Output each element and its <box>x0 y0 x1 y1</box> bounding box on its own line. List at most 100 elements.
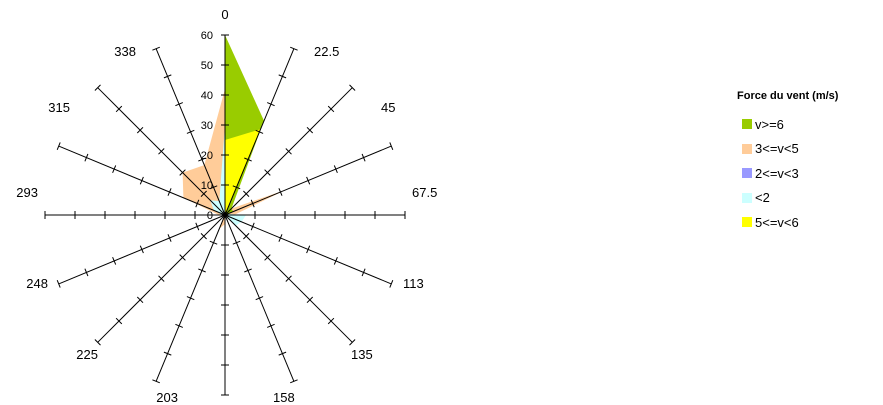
spoke-tick <box>195 222 200 231</box>
legend-item: v>=6 <box>742 112 883 137</box>
spoke-tick <box>267 102 275 107</box>
spoke-tick <box>306 126 314 134</box>
legend-label: 3<=v<5 <box>755 141 799 157</box>
spoke-tick <box>136 296 144 304</box>
spoke-tick <box>250 199 255 208</box>
spoke-tick <box>244 157 252 162</box>
direction-label: 203 <box>156 390 178 405</box>
spoke-tick <box>209 240 218 245</box>
direction-label: 293 <box>16 185 38 200</box>
spoke-tick <box>278 74 287 79</box>
spoke-tick <box>290 46 298 51</box>
spoke-tick <box>243 190 250 197</box>
direction-label: 315 <box>48 100 70 115</box>
spoke-tick <box>112 257 117 265</box>
spoke-tick <box>198 157 206 162</box>
spoke-tick <box>179 169 186 176</box>
spoke-tick <box>115 105 123 113</box>
spoke-tick <box>112 165 117 173</box>
spoke-tick <box>349 84 356 91</box>
spoke-tick <box>278 234 283 242</box>
spoke-tick <box>56 280 61 288</box>
spoke-tick <box>94 339 101 346</box>
spoke-tick <box>232 185 241 190</box>
spoke-tick <box>152 46 160 51</box>
legend-label: <2 <box>755 190 770 206</box>
legend-label: v>=6 <box>755 116 784 132</box>
legend-title: Force du vent (m/s) <box>737 90 839 102</box>
radial-tick-label: 30 <box>201 120 213 132</box>
spoke-tick <box>290 379 298 384</box>
spoke-tick <box>158 275 165 282</box>
spoke-tick <box>56 142 61 150</box>
legend-label: 5<=v<6 <box>755 214 799 230</box>
spoke-tick <box>195 199 200 208</box>
spoke-tick <box>167 234 172 242</box>
radial-tick-labels: 0 10 20 30 40 50 60 <box>201 30 213 222</box>
direction-label: 338 <box>114 44 136 59</box>
spoke-tick <box>198 268 206 273</box>
spoke-tick <box>84 268 89 277</box>
spoke-tick <box>200 190 207 197</box>
spoke-tick <box>285 148 292 155</box>
spoke-tick <box>389 280 394 288</box>
legend-item: 3<=v<5 <box>742 137 883 162</box>
spoke-tick <box>306 296 314 304</box>
direction-label: 135 <box>351 347 373 362</box>
legend-item: 5<=v<6 <box>742 210 883 235</box>
spoke-tick <box>139 176 144 185</box>
spoke-tick <box>152 379 160 384</box>
direction-label: 45 <box>381 100 395 115</box>
spoke-tick <box>267 323 275 328</box>
spoke-tick <box>232 240 241 245</box>
series-areas <box>182 35 286 229</box>
legend-swatch <box>742 168 752 179</box>
spoke-tick <box>250 222 255 231</box>
spokes <box>44 34 406 396</box>
spoke-tick <box>84 153 89 162</box>
spoke-tick <box>115 317 123 325</box>
series-area-<2 <box>210 125 246 226</box>
spoke-tick <box>333 165 338 173</box>
legend-swatch <box>742 217 752 228</box>
spoke-tick <box>285 275 292 282</box>
spoke-tick <box>244 268 252 273</box>
direction-label: 0 <box>221 7 228 22</box>
radial-tick-label: 50 <box>201 60 213 72</box>
spoke-tick <box>255 296 264 301</box>
spoke-tick <box>327 105 335 113</box>
legend-swatch <box>742 143 752 154</box>
spoke-tick <box>333 257 338 265</box>
spoke-tick <box>158 148 165 155</box>
legend-swatch <box>742 119 752 130</box>
spoke-tick <box>179 254 186 261</box>
direction-label: 67.5 <box>412 185 437 200</box>
spoke-tick <box>186 296 195 301</box>
spoke-tick <box>255 129 264 134</box>
spoke-tick <box>349 339 356 346</box>
spoke-tick <box>389 142 394 150</box>
spoke-tick <box>327 317 335 325</box>
radial-tick-label: 60 <box>201 30 213 42</box>
spoke-tick <box>209 185 218 190</box>
direction-labels: 0 22.5 45 67.5 113 135 158 203 225 248 293 315 338 <box>16 7 437 405</box>
spoke-tick <box>163 74 172 79</box>
spoke-tick <box>278 188 283 196</box>
spoke-tick <box>163 351 172 356</box>
spoke-tick <box>186 129 195 134</box>
spoke-tick <box>175 102 183 107</box>
spoke-tick <box>136 126 144 134</box>
spoke-tick <box>94 84 101 91</box>
spoke-tick <box>306 245 311 254</box>
radial-tick-label: 10 <box>201 180 213 192</box>
spoke-tick <box>361 153 366 162</box>
spoke-tick <box>200 233 207 240</box>
spoke-tick <box>306 176 311 185</box>
spoke-tick <box>175 323 183 328</box>
radial-tick-label: 20 <box>201 150 213 162</box>
legend-item: <2 <box>742 186 883 211</box>
spoke-tick <box>139 245 144 254</box>
legend-swatch <box>742 192 752 203</box>
spoke-tick <box>264 254 271 261</box>
